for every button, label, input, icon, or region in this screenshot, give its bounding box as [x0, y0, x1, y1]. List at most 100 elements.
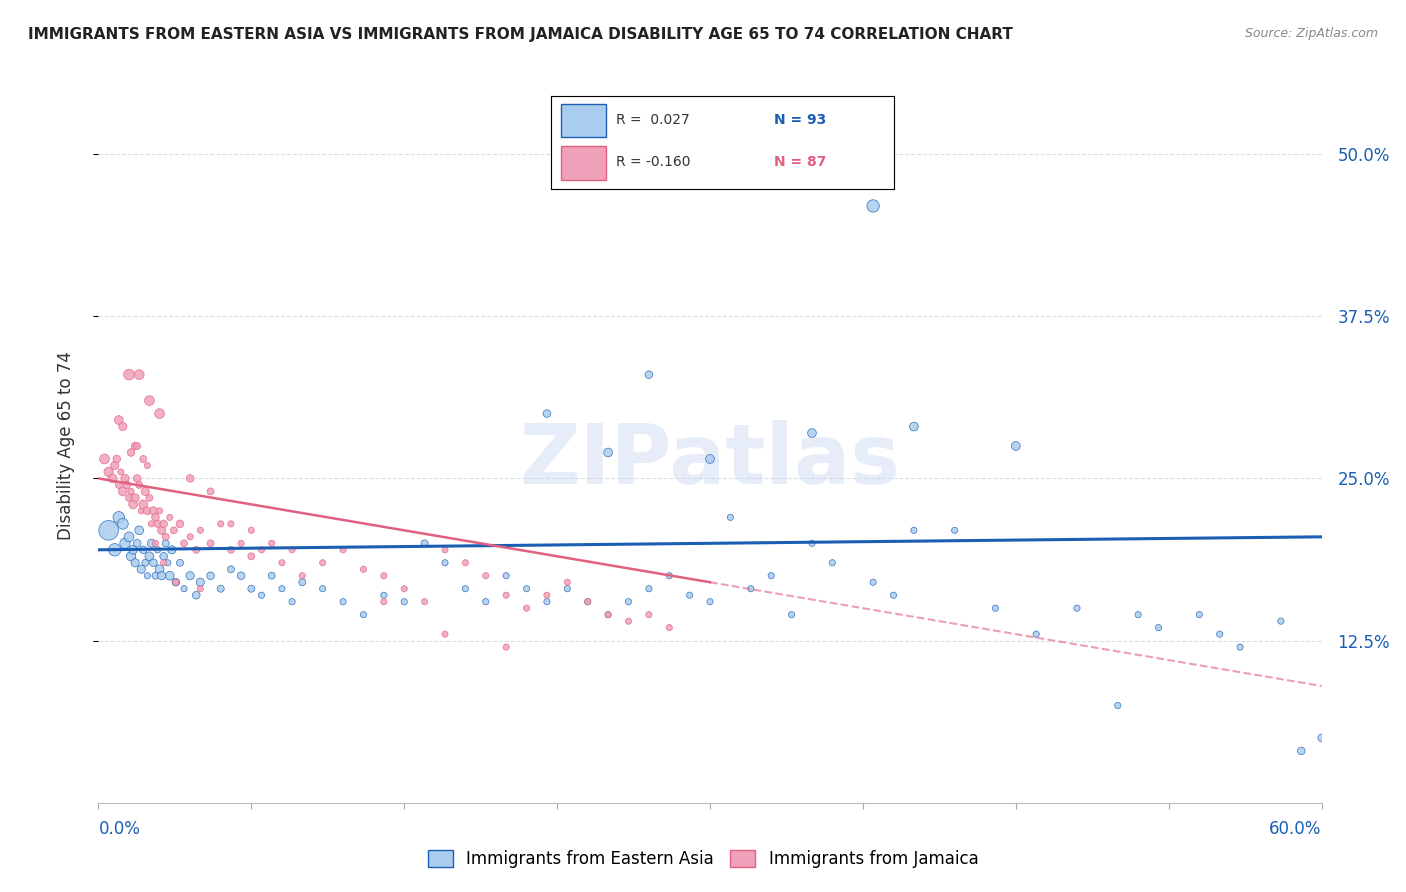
Point: [122, 497, 145, 511]
Point: [1310, 731, 1333, 745]
Point: [474, 595, 498, 609]
Text: ZIPatlas: ZIPatlas: [520, 420, 900, 500]
Point: [108, 510, 131, 524]
Point: [1291, 744, 1313, 758]
Point: [155, 536, 177, 550]
Point: [679, 588, 702, 602]
Point: [124, 491, 146, 505]
Point: [146, 516, 169, 531]
Point: [120, 484, 142, 499]
Point: [557, 575, 579, 590]
Point: [576, 595, 599, 609]
Point: [128, 368, 150, 382]
Point: [219, 516, 242, 531]
Point: [108, 413, 131, 427]
Point: [142, 504, 165, 518]
Point: [165, 575, 187, 590]
Point: [332, 595, 354, 609]
Point: [152, 516, 174, 531]
Point: [260, 536, 283, 550]
Point: [111, 484, 134, 499]
Point: [862, 199, 884, 213]
Point: [270, 556, 294, 570]
Point: [115, 478, 138, 492]
Point: [903, 524, 925, 538]
Point: [118, 368, 141, 382]
Point: [152, 556, 174, 570]
Text: Source: ZipAtlas.com: Source: ZipAtlas.com: [1244, 27, 1378, 40]
Point: [128, 478, 150, 492]
Point: [132, 542, 155, 557]
Point: [780, 607, 803, 622]
Point: [699, 452, 721, 467]
Point: [1128, 607, 1150, 622]
Point: [699, 595, 721, 609]
Point: [138, 491, 160, 505]
Legend: Immigrants from Eastern Asia, Immigrants from Jamaica: Immigrants from Eastern Asia, Immigrants…: [420, 843, 986, 875]
Point: [862, 575, 884, 590]
Point: [638, 582, 661, 596]
Point: [111, 419, 134, 434]
Point: [124, 439, 146, 453]
Point: [392, 595, 416, 609]
Point: [260, 568, 283, 582]
Point: [101, 471, 124, 485]
Point: [169, 516, 191, 531]
Point: [150, 524, 173, 538]
Point: [434, 556, 457, 570]
Point: [557, 582, 579, 596]
Point: [240, 524, 263, 538]
Point: [159, 510, 181, 524]
Point: [188, 524, 212, 538]
Point: [219, 562, 242, 576]
Point: [142, 556, 165, 570]
Point: [120, 445, 142, 459]
Point: [495, 568, 517, 582]
Point: [516, 601, 538, 615]
Point: [97, 524, 120, 538]
Point: [801, 425, 824, 440]
Point: [160, 542, 183, 557]
Point: [617, 614, 640, 628]
Point: [132, 452, 155, 467]
Point: [209, 582, 232, 596]
Point: [145, 510, 167, 524]
Point: [127, 439, 149, 453]
Point: [149, 504, 172, 518]
Point: [352, 607, 374, 622]
Point: [536, 595, 558, 609]
Point: [155, 530, 177, 544]
Point: [110, 465, 132, 479]
Point: [413, 595, 436, 609]
Point: [373, 588, 395, 602]
Point: [145, 568, 167, 582]
Point: [120, 549, 142, 564]
Point: [761, 568, 783, 582]
Point: [150, 568, 173, 582]
Point: [128, 524, 150, 538]
Point: [240, 549, 263, 564]
Point: [156, 556, 179, 570]
Point: [179, 530, 201, 544]
Point: [720, 510, 742, 524]
Point: [332, 542, 354, 557]
Point: [943, 524, 966, 538]
Point: [138, 549, 160, 564]
Point: [638, 368, 661, 382]
Point: [270, 582, 294, 596]
Point: [598, 607, 620, 622]
Point: [740, 582, 762, 596]
Point: [495, 640, 517, 654]
Point: [291, 575, 314, 590]
Point: [598, 445, 620, 459]
Point: [1066, 601, 1088, 615]
Point: [200, 484, 222, 499]
Point: [617, 595, 640, 609]
Point: [179, 471, 201, 485]
Point: [312, 582, 335, 596]
Point: [516, 582, 538, 596]
Point: [141, 536, 163, 550]
Point: [598, 607, 620, 622]
Point: [134, 556, 156, 570]
Point: [576, 595, 599, 609]
